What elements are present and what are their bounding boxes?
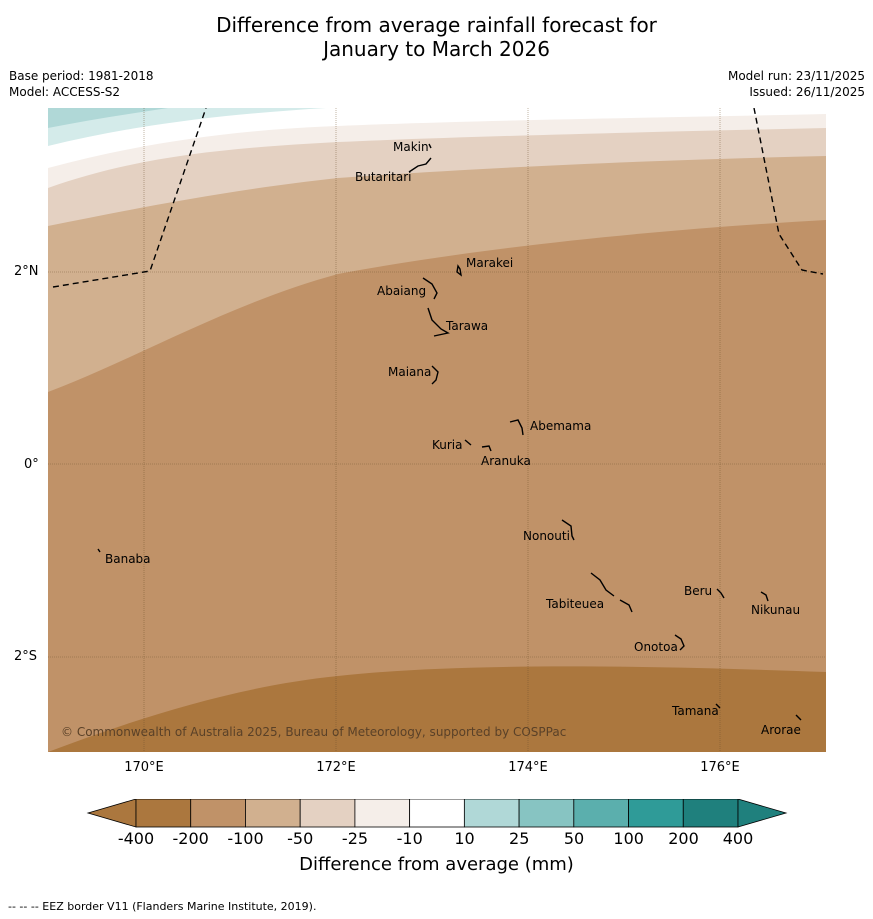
island-abemama — [509, 419, 524, 436]
colorbar-box-2 — [245, 799, 301, 828]
island-maiana — [431, 365, 439, 385]
label-beru: Beru — [684, 584, 712, 598]
lat-label-2s: 2°S — [14, 649, 38, 664]
island-beru — [716, 588, 725, 599]
issued-date: Issued: 26/11/2025 — [749, 85, 865, 99]
cbar-tick-10: 200 — [668, 829, 699, 848]
label-onotoa: Onotoa — [634, 640, 678, 654]
place-labels: Makin Butaritari Marakei Abaiang Tarawa … — [105, 140, 801, 737]
label-tamana: Tamana — [671, 704, 719, 718]
title-line-2: January to March 2026 — [323, 37, 550, 61]
band-plus-10 — [48, 108, 326, 146]
lon-label-172e: 172°E — [316, 760, 356, 775]
island-onotoa — [674, 634, 685, 651]
title-line-1: Difference from average rainfall forecas… — [216, 13, 657, 37]
colorbar-box-8 — [573, 799, 629, 828]
lon-label-176e: 176°E — [700, 760, 740, 775]
label-maiana: Maiana — [388, 365, 431, 379]
label-abemama: Abemama — [530, 419, 591, 433]
island-marakei — [456, 264, 462, 277]
colorbar-box-4 — [354, 799, 411, 828]
rainfall-map: Makin Butaritari Marakei Abaiang Tarawa … — [48, 108, 826, 752]
island-arorae — [795, 714, 802, 721]
island-nikunau — [760, 591, 769, 602]
colorbar-box-0 — [135, 799, 192, 828]
label-kuria: Kuria — [432, 438, 463, 452]
cbar-tick-0: -400 — [117, 829, 155, 848]
colorbar — [86, 799, 788, 828]
lon-label-174e: 174°E — [508, 760, 548, 775]
label-marakei: Marakei — [466, 256, 513, 270]
cbar-tick-2: -100 — [227, 829, 264, 848]
island-makin — [428, 143, 432, 149]
cbar-tick-11: 400 — [722, 829, 754, 848]
island-abaiang — [422, 277, 438, 300]
cbar-tick-7: 25 — [509, 829, 530, 848]
colorbar-high-extend — [737, 799, 788, 828]
lat-label-0: 0° — [24, 457, 39, 472]
island-aranuka — [481, 445, 492, 452]
label-tabiteuea: Tabiteuea — [545, 597, 604, 611]
eez-border — [52, 108, 824, 288]
cbar-tick-4: -25 — [341, 829, 369, 848]
band-minus-10 — [48, 108, 826, 168]
colorbar-label: Difference from average (mm) — [299, 854, 574, 875]
label-banaba: Banaba — [105, 552, 151, 566]
colorbar-box-3 — [299, 799, 356, 828]
label-arorae: Arorae — [761, 723, 801, 737]
meta-left: Base period: 1981-2018 Model: ACCESS-S2 — [9, 68, 154, 100]
label-nonouti: Nonouti — [523, 529, 570, 543]
base-period: Base period: 1981-2018 — [9, 69, 154, 83]
islands — [97, 143, 802, 721]
island-tamana — [715, 703, 721, 709]
island-butaritari — [408, 157, 432, 173]
eez-footnote: -- -- -- EEZ border V11 (Flanders Marine… — [8, 900, 317, 913]
label-aranuka: Aranuka — [481, 454, 531, 468]
cbar-tick-8: 50 — [563, 829, 585, 848]
cbar-tick-9: 100 — [613, 829, 644, 848]
model-name: Model: ACCESS-S2 — [9, 85, 121, 99]
lon-label-170e: 170°E — [124, 760, 164, 775]
meta-right: Model run: 23/11/2025 Issued: 26/11/2025 — [728, 68, 865, 100]
band-plus-25 — [48, 108, 168, 128]
gridlines — [48, 108, 826, 752]
cbar-tick-5: -10 — [396, 829, 423, 848]
cbar-tick-3: -50 — [287, 829, 314, 848]
colorbar-box-1 — [190, 799, 246, 828]
copyright-note: © Commonwealth of Australia 2025, Bureau… — [61, 725, 566, 739]
colorbar-boxes — [135, 799, 739, 828]
model-run: Model run: 23/11/2025 — [727, 69, 865, 83]
cbar-tick-1: -200 — [172, 829, 209, 848]
colorbar-box-5 — [409, 799, 465, 828]
lat-label-2n: 2°N — [14, 264, 39, 279]
colorbar-low-extend — [86, 799, 137, 828]
label-tarawa: Tarawa — [445, 319, 488, 333]
label-butaritari: Butaritari — [355, 170, 412, 184]
island-nonouti — [561, 519, 575, 541]
colorbar-box-10 — [682, 799, 739, 828]
label-nikunau: Nikunau — [751, 603, 800, 617]
island-banaba — [97, 548, 101, 553]
colorbar-box-7 — [518, 799, 575, 828]
island-tarawa — [427, 307, 450, 337]
island-tabiteuea — [590, 572, 633, 613]
map-title: Difference from average rainfall forecas… — [0, 13, 873, 61]
cbar-tick-6: 10 — [454, 829, 475, 848]
label-makin: Makin — [393, 140, 429, 154]
colorbar-box-6 — [463, 799, 520, 828]
island-kuria — [464, 439, 472, 446]
label-abaiang: Abaiang — [377, 284, 426, 298]
colorbar-box-9 — [628, 799, 684, 828]
